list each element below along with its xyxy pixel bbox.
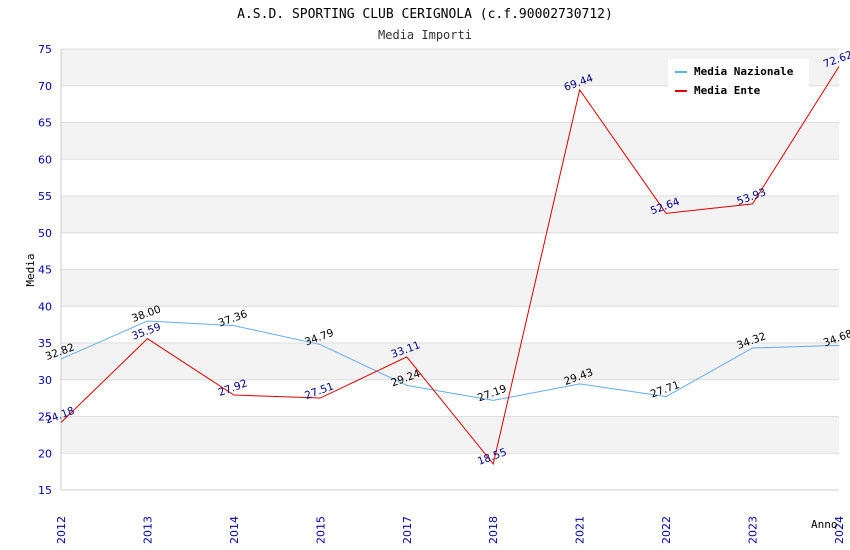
x-tick-label: 2022 [660,516,673,544]
legend-label-media-nazionale: Media Nazionale [694,65,794,78]
y-tick-label: 40 [38,300,52,313]
y-tick-label: 35 [38,337,52,350]
data-label: 27.19 [476,383,508,405]
grid-band [61,196,839,233]
x-tick-label: 2013 [141,516,154,544]
x-tick-labels: 2012 2013 2014 2015 2017 2018 2021 2022 2023 2024 [55,516,846,544]
x-tick-label: 2018 [487,516,500,544]
grid-band [61,343,839,380]
data-label: 27.71 [649,379,681,401]
series-line-media-ente [60,66,840,466]
series-line-media-nazionale [60,320,840,401]
legend: Media Nazionale Media Ente [668,59,809,102]
y-tick-label: 65 [38,117,52,130]
y-tick-label: 55 [38,190,52,203]
y-tick-label: 60 [38,153,52,166]
data-label: 27.51 [303,380,335,402]
x-tick-label: 2012 [55,516,68,544]
y-tick-label: 75 [38,43,52,56]
y-tick-label: 15 [38,484,52,497]
chart-subtitle: Media Importi [378,28,472,42]
x-tick-label: 2015 [314,516,327,544]
x-tick-label: 2021 [574,516,587,544]
x-tick-label: 2017 [401,516,414,544]
data-label: 37.36 [217,308,250,330]
x-tick-label: 2014 [228,516,241,544]
y-tick-label: 45 [38,264,52,277]
x-tick-label: 2024 [833,516,846,544]
y-tick-label: 50 [38,227,52,240]
grid-band [61,416,839,454]
y-tick-label: 70 [38,80,52,93]
y-axis-title: Media [24,253,37,286]
y-tick-label: 20 [38,447,52,460]
y-tick-labels: 15 20 25 30 35 40 45 50 55 60 65 70 75 [38,43,52,497]
x-axis-title: Anno [811,518,838,531]
legend-box [668,59,809,102]
chart-title: A.S.D. SPORTING CLUB CERIGNOLA (c.f.9000… [237,7,613,22]
grid-band [61,269,839,307]
legend-label-media-ente: Media Ente [694,84,761,97]
y-tick-label: 30 [38,374,52,387]
grid-band [61,122,839,160]
y-tick-label: 25 [38,411,52,424]
x-tick-label: 2023 [747,516,760,544]
series-lines [60,66,840,466]
